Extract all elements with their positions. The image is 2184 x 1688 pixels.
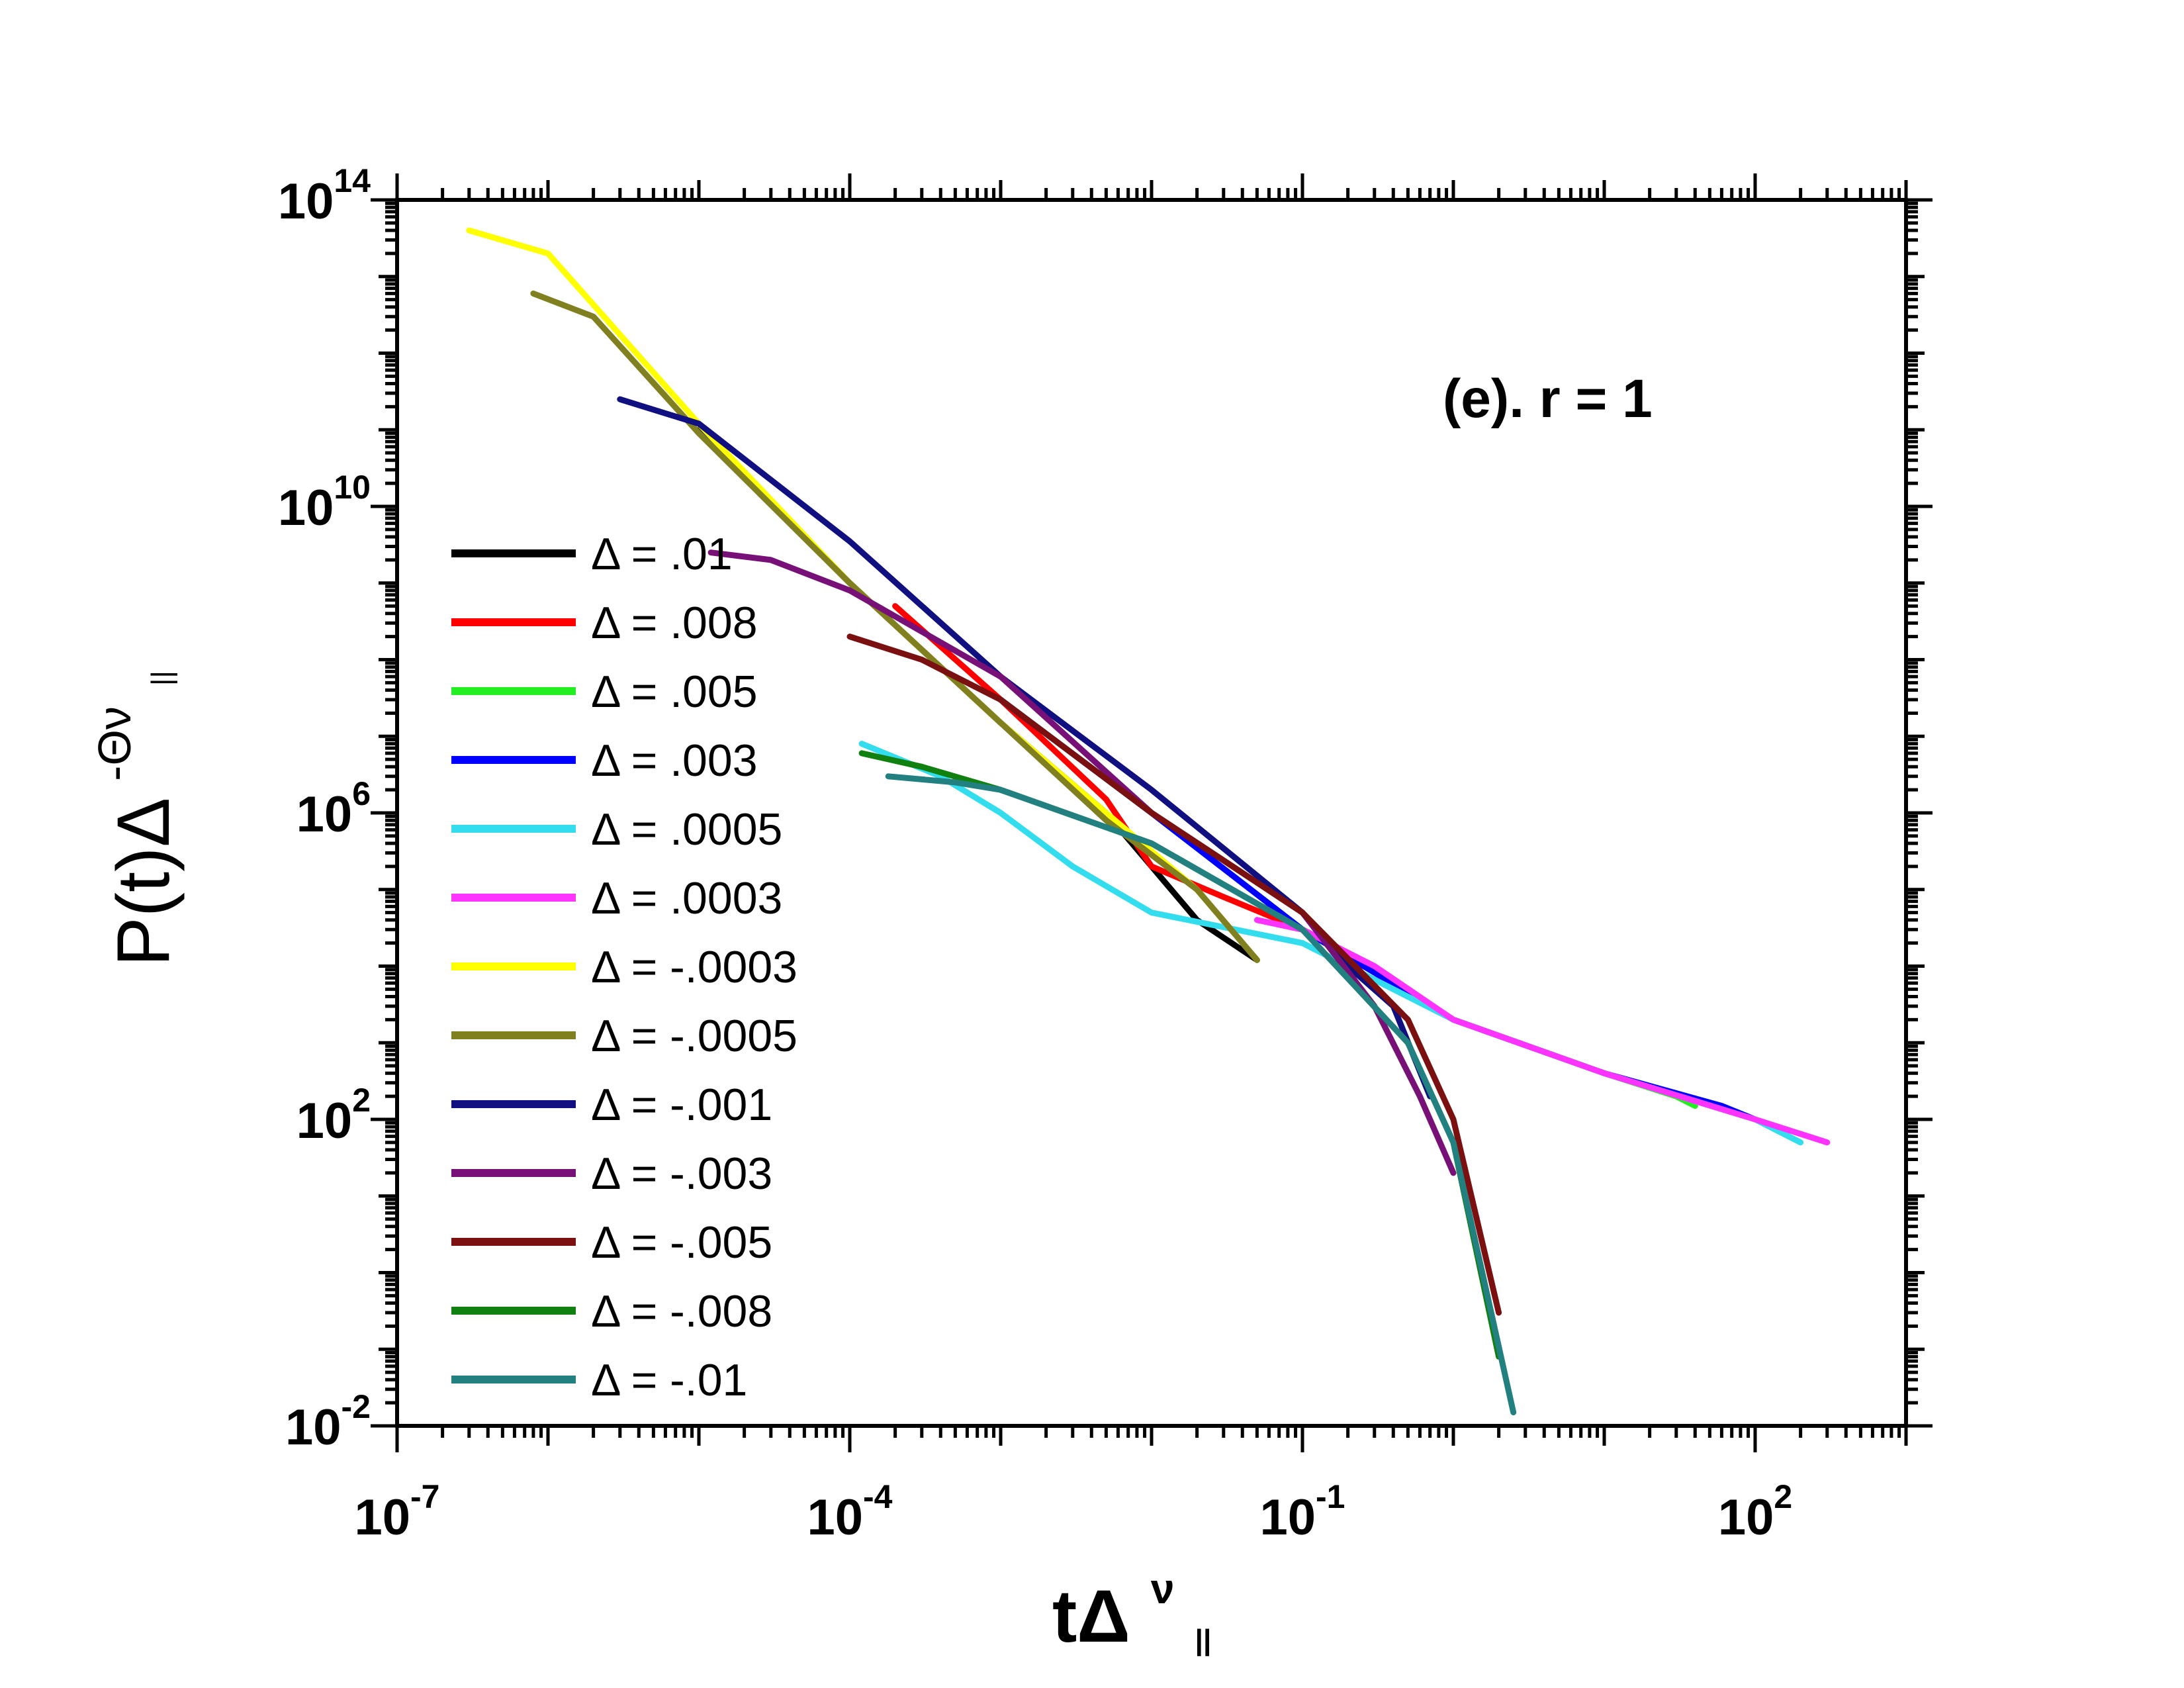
y-tick-label-exp: 6 [352, 775, 371, 812]
y-tick-label-base: 10 [296, 1093, 353, 1149]
y-axis-title: P(t)Δ -Θν || [64, 671, 185, 966]
x-tick-label-exp: -7 [410, 1478, 439, 1515]
y-tick-label: 10-2 [285, 1388, 371, 1456]
y-tick-label: 1010 [278, 469, 371, 536]
annotation: (e). r = 1 [1443, 369, 1653, 429]
legend-label-9: Δ = -.003 [591, 1149, 772, 1199]
legend-label-2: Δ = .005 [591, 667, 758, 717]
legend-label-7: Δ = -.0005 [591, 1011, 797, 1061]
x-tick-label-base: 10 [807, 1489, 863, 1546]
x-axis-title: tΔ ν || [1052, 1536, 1211, 1658]
y-tick-label-base: 10 [278, 173, 334, 230]
legend-label-3: Δ = .003 [591, 735, 758, 786]
y-axis-title-sup: -Θν [89, 706, 140, 781]
series-line-10 [846, 633, 1502, 1316]
y-tick-label: 1014 [278, 162, 371, 230]
y-tick-label-exp: 10 [334, 469, 371, 506]
y-axis-title-base: P(t)Δ [102, 800, 185, 966]
x-tick-label-exp: -1 [1316, 1478, 1345, 1515]
y-tick-label-base: 10 [285, 1399, 341, 1456]
legend-label-4: Δ = .0005 [591, 804, 782, 855]
legend-label-12: Δ = -.01 [591, 1355, 747, 1405]
legend-label-0: Δ = .01 [591, 529, 733, 579]
x-tick-label: 102 [1718, 1478, 1792, 1546]
y-axis-title-sub: || [146, 671, 178, 686]
y-tick-label-base: 10 [296, 786, 353, 843]
series-line-12 [885, 773, 1517, 1416]
y-tick-label-exp: 2 [352, 1082, 371, 1119]
x-axis-title-sup: ν [1151, 1565, 1175, 1613]
legend-label-10: Δ = -.005 [591, 1217, 772, 1268]
y-tick-label-exp: -2 [341, 1388, 371, 1425]
legend-label-5: Δ = .0003 [591, 873, 782, 923]
series-layer [466, 227, 1831, 1416]
x-tick-label-exp: -4 [863, 1478, 893, 1515]
legend-label-8: Δ = -.001 [591, 1080, 772, 1130]
y-tick-label: 106 [296, 775, 371, 843]
tick-layer [371, 173, 1933, 1452]
x-axis-title-sub: || [1195, 1624, 1212, 1657]
legend-label-11: Δ = -.008 [591, 1286, 772, 1336]
x-tick-label-base: 10 [354, 1489, 410, 1546]
x-tick-label: 10-7 [354, 1478, 439, 1546]
x-tick-label-exp: 2 [1774, 1478, 1792, 1515]
x-tick-label-base: 10 [1718, 1489, 1774, 1546]
x-axis-title-base: tΔ [1052, 1575, 1130, 1658]
x-tick-label: 10-4 [807, 1478, 892, 1546]
series-line-7 [530, 290, 1260, 963]
legend: Δ = .01 Δ = .008 Δ = .005 Δ = .003 Δ = .0005… [451, 529, 797, 1405]
y-tick-label: 102 [296, 1082, 371, 1149]
x-tick-label: 10-1 [1259, 1478, 1345, 1546]
x-tick-label-base: 10 [1259, 1489, 1316, 1546]
y-tick-label-exp: 14 [334, 162, 371, 199]
legend-label-6: Δ = -.0003 [591, 942, 797, 992]
y-tick-label-base: 10 [278, 480, 334, 536]
legend-label-1: Δ = .008 [591, 598, 758, 648]
